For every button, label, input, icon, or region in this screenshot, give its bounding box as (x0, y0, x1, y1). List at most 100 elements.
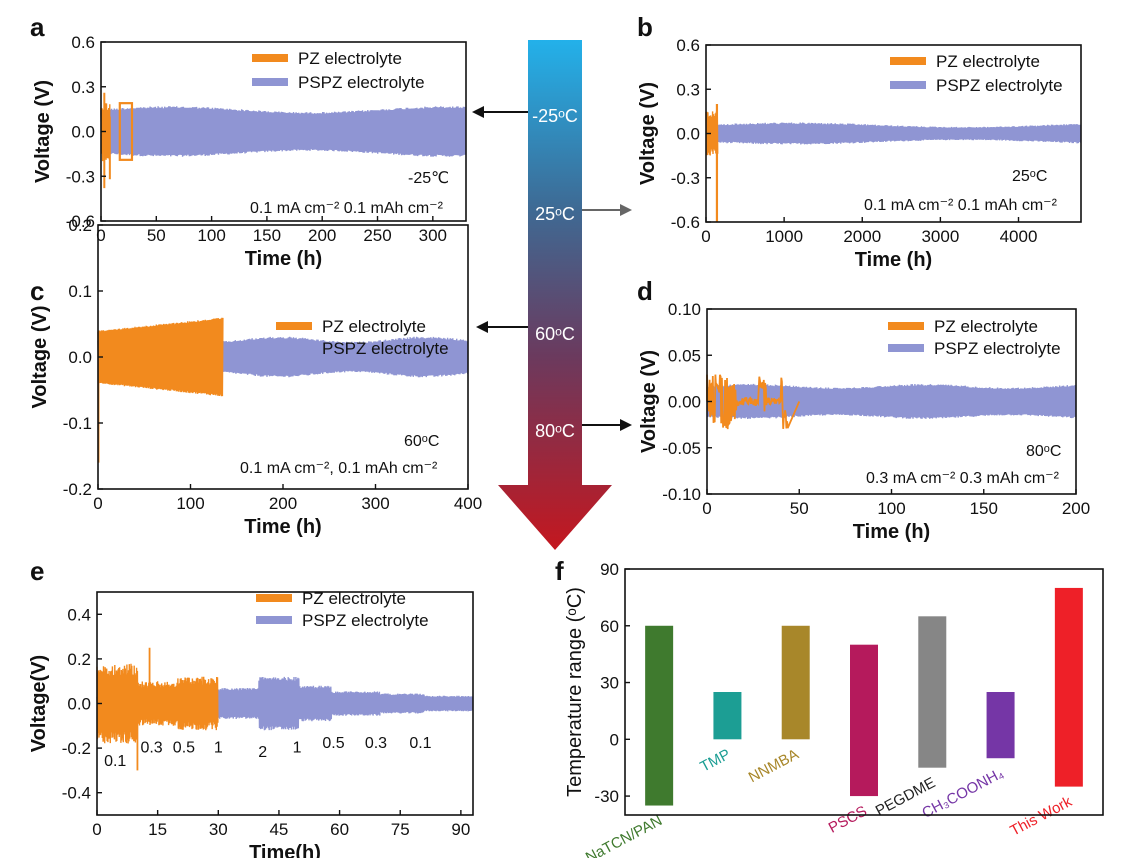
legend-label: PZ electrolyte (936, 52, 1040, 71)
legend-label: PSPZ electrolyte (936, 76, 1063, 95)
pz-trace (100, 103, 111, 162)
panel-a: 0 50 100 150 200 250 300 -0.6 -0.3 0.0 0.3 0.6 Time … (30, 12, 467, 270)
pspz-trace (100, 106, 466, 157)
x-tick-label: 400 (454, 494, 482, 513)
legend-label: PSPZ electrolyte (934, 339, 1061, 358)
y-axis-label: Voltage (V) (32, 80, 54, 183)
x-tick-label: 75 (391, 820, 410, 839)
category-label: PSCS (826, 803, 870, 837)
y-tick-label: -0.10 (662, 485, 701, 504)
legend-label: PZ electrolyte (302, 589, 406, 608)
x-tick-label: 30 (209, 820, 228, 839)
temperature-annotation: 25ᵒC (1012, 168, 1047, 185)
panel-letter: f (555, 556, 564, 586)
y-tick-label: -0.6 (671, 213, 700, 232)
temperature-annotation: -25℃ (408, 170, 449, 187)
y-tick-label: -0.2 (62, 739, 91, 758)
arrowhead (620, 204, 632, 216)
y-tick-label: -0.6 (66, 212, 95, 231)
x-tick-label: 0 (701, 227, 710, 246)
panel-letter: b (637, 12, 653, 42)
arrowhead (472, 106, 484, 118)
y-tick-label: 0.3 (676, 80, 700, 99)
arrowhead (476, 321, 488, 333)
category-label: This Work (1007, 793, 1075, 840)
rate-label: 0.5 (173, 740, 195, 757)
x-tick-label: 100 (176, 494, 204, 513)
x-axis-label: Time (h) (855, 249, 932, 271)
temperature-arrow: -25ᵒC 25ᵒC 60ᵒC 80ᵒC (472, 40, 632, 550)
y-tick-label: -0.4 (62, 784, 91, 803)
y-tick-label: 60 (600, 617, 619, 636)
temperature-label: 60ᵒC (535, 324, 575, 344)
rate-label: 2 (258, 744, 267, 761)
x-tick-label: 15 (148, 820, 167, 839)
temperature-label: -25ᵒC (532, 106, 578, 126)
panel-e: 0 15 30 45 60 75 90 -0.4 -0.2 0.0 0.2 0.4 Time(h) Vol… (28, 556, 474, 858)
y-axis-label: Voltage (V) (638, 350, 660, 453)
rate-label: 1 (293, 740, 302, 757)
y-tick-label: 0.10 (668, 300, 701, 319)
pz-trace (96, 663, 219, 744)
x-tick-label: 300 (419, 226, 447, 245)
rate-label: 0.1 (104, 753, 126, 770)
condition-annotation: 0.1 mA cm⁻² 0.1 mAh cm⁻² (250, 200, 444, 217)
x-tick-label: 200 (308, 226, 336, 245)
x-tick-label: 100 (197, 226, 225, 245)
y-tick-label: 0.6 (71, 33, 95, 52)
panel-letter: e (30, 556, 44, 586)
y-tick-label: 0.0 (68, 348, 92, 367)
y-tick-label: -0.2 (63, 480, 92, 499)
rate-label: 0.5 (322, 735, 344, 752)
y-tick-label: 0.3 (71, 78, 95, 97)
x-tick-label: 200 (1062, 499, 1090, 518)
legend-label: PSPZ electrolyte (298, 73, 425, 92)
y-tick-label: 0 (610, 730, 619, 749)
x-tick-label: 50 (147, 226, 166, 245)
y-tick-label: 0.05 (668, 346, 701, 365)
x-axis-label: Time (h) (244, 516, 321, 538)
condition-annotation: 0.1 mA cm⁻², 0.1 mAh cm⁻² (240, 460, 438, 477)
panel-b: 0 1000 2000 3000 4000 -0.6 -0.3 0.0 0.3 0.6 Time (… (637, 12, 1082, 271)
arrowhead (620, 419, 632, 431)
panel-letter: d (637, 276, 653, 306)
y-tick-label: -0.3 (671, 169, 700, 188)
pz-trace (706, 374, 801, 430)
y-tick-label: 0.00 (668, 393, 701, 412)
temperature-annotation: 60ᵒC (404, 433, 439, 450)
pspz-trace (717, 122, 1082, 145)
x-tick-label: 50 (790, 499, 809, 518)
temperature-label: 25ᵒC (535, 204, 575, 224)
y-tick-label: -0.3 (66, 167, 95, 186)
y-tick-label: 0.0 (676, 125, 700, 144)
y-tick-label: 0.6 (676, 36, 700, 55)
x-axis-label: Time (h) (853, 521, 930, 543)
y-axis-label: Voltage (V) (29, 306, 51, 409)
pspz-trace (706, 383, 1077, 420)
x-tick-label: 0 (702, 499, 711, 518)
x-tick-label: 150 (970, 499, 998, 518)
x-tick-label: 1000 (765, 227, 803, 246)
pz-trace (97, 317, 224, 397)
range-bar (1054, 587, 1083, 787)
category-label: NaTCN/PAN (583, 812, 665, 858)
y-axis-label: Voltage (V) (637, 82, 659, 185)
temperature-label: 80ᵒC (535, 421, 575, 441)
gradient-arrow (498, 40, 612, 550)
plot-frame (624, 568, 1104, 816)
condition-annotation: 0.3 mA cm⁻² 0.3 mAh cm⁻² (866, 470, 1060, 487)
y-tick-label: 0.0 (67, 695, 91, 714)
legend-label: PSPZ electrolyte (302, 611, 429, 630)
pz-trace (705, 111, 719, 156)
y-tick-label: 0.2 (68, 216, 92, 235)
legend-label: PSPZ electrolyte (322, 339, 449, 358)
x-tick-label: 0 (93, 494, 102, 513)
legend-label: PZ electrolyte (322, 317, 426, 336)
condition-annotation: 0.1 mA cm⁻² 0.1 mAh cm⁻² (864, 197, 1058, 214)
x-tick-label: 45 (269, 820, 288, 839)
x-tick-label: 250 (363, 226, 391, 245)
x-tick-label: 4000 (1000, 227, 1038, 246)
x-tick-label: 3000 (921, 227, 959, 246)
